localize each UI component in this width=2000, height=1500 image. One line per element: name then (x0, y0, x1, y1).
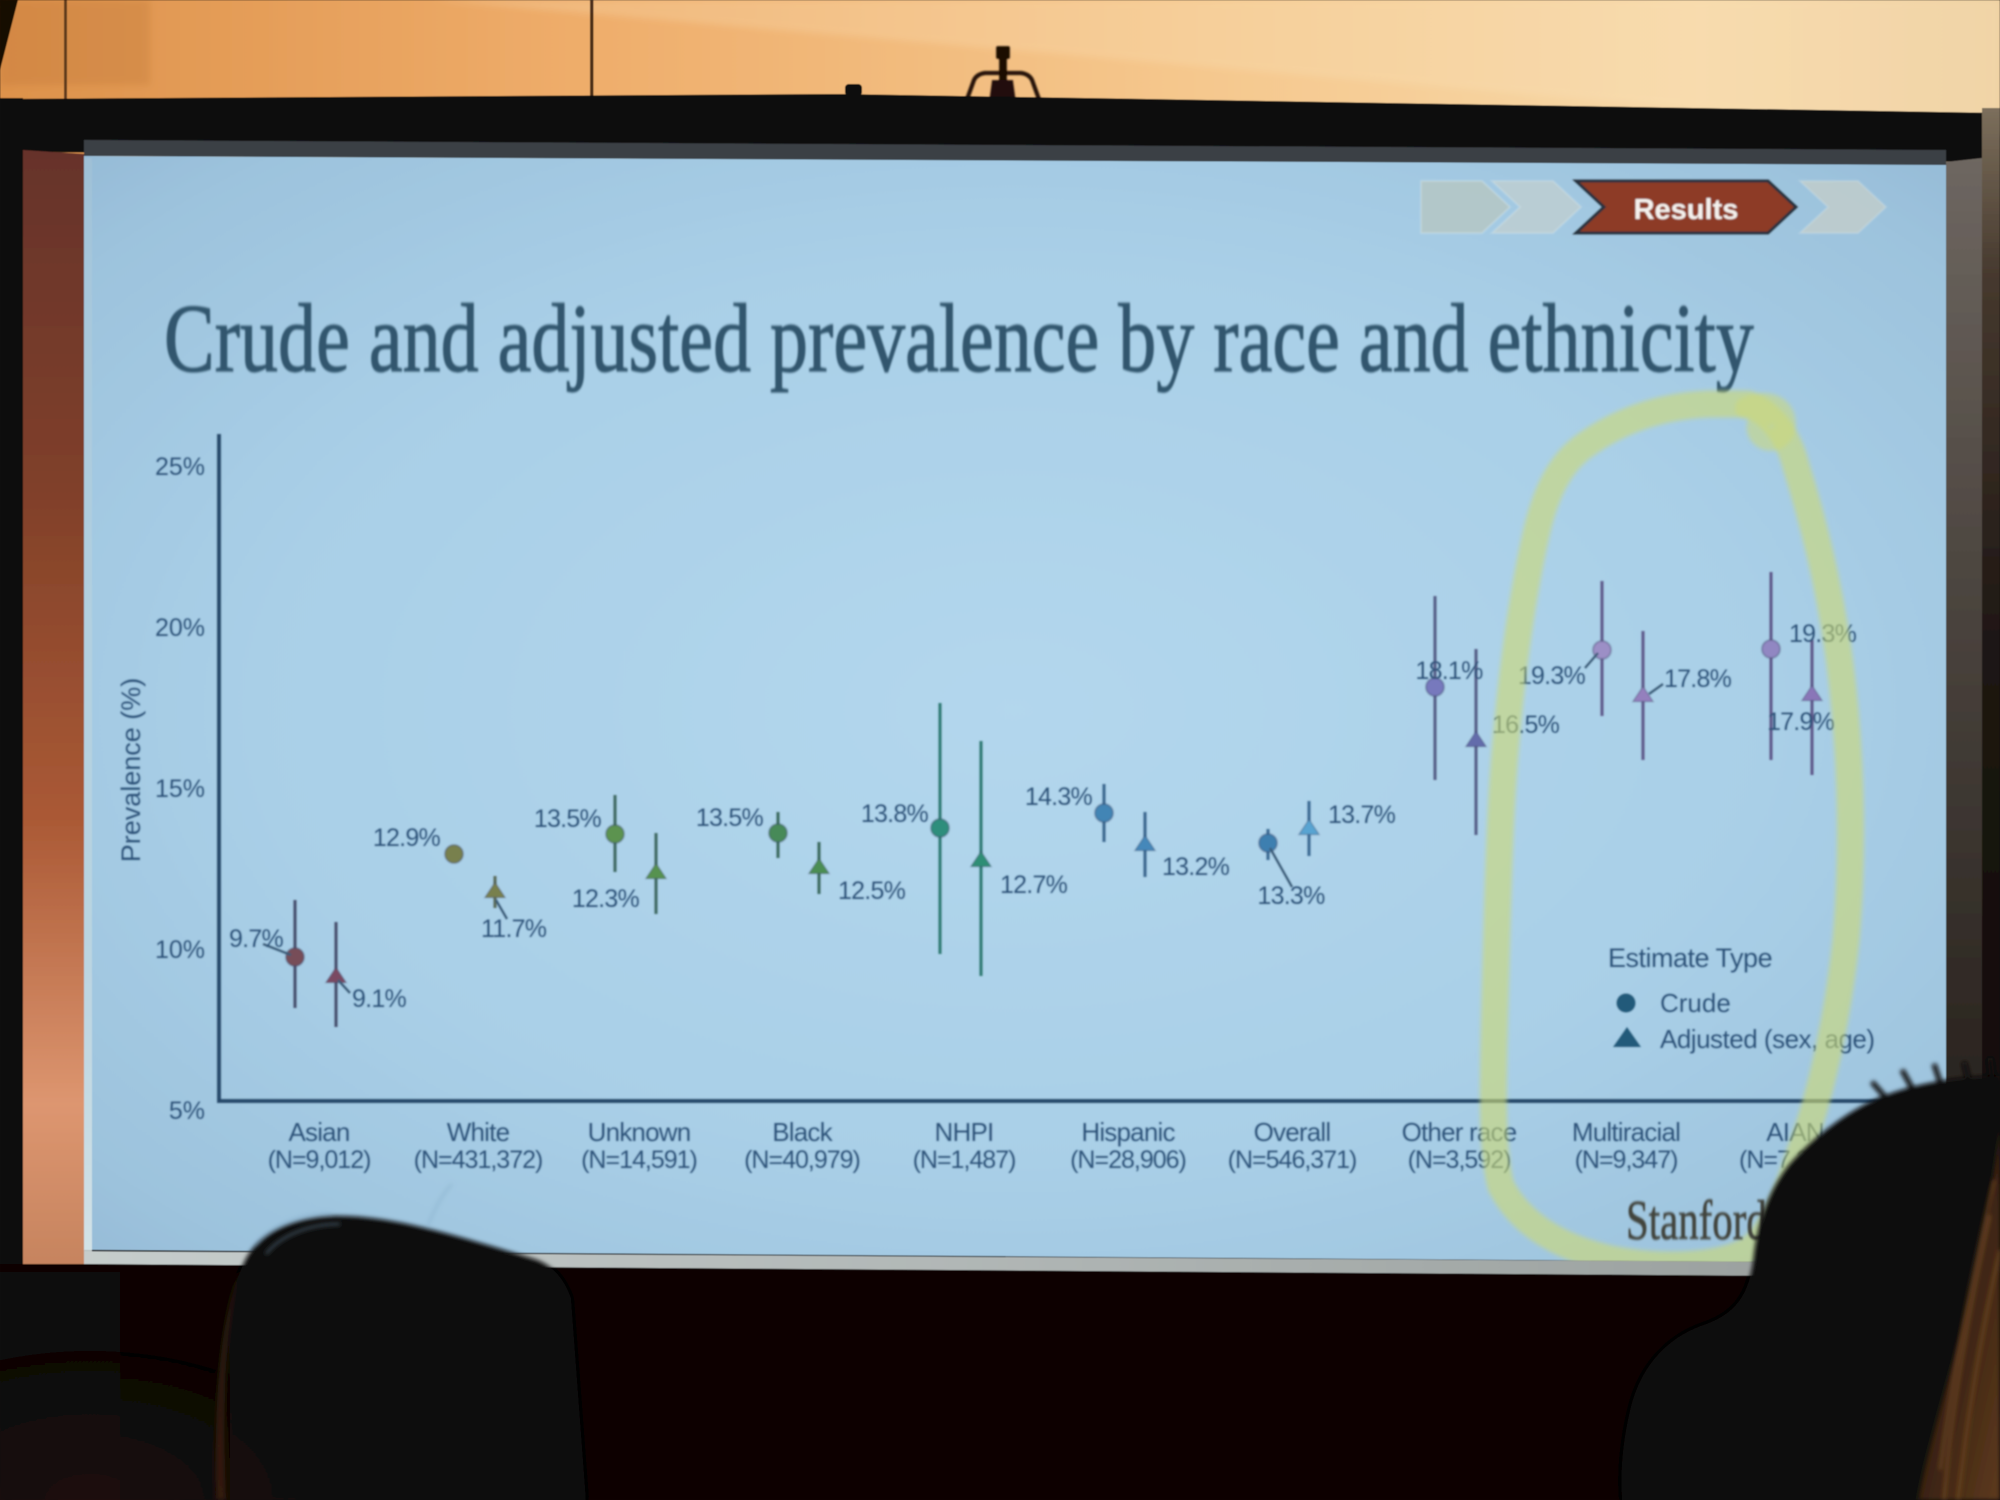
svg-text:Results: Results (1634, 194, 1739, 226)
svg-text:White: White (447, 1117, 510, 1147)
svg-text:13.3%: 13.3% (1257, 882, 1325, 910)
svg-text:Black: Black (772, 1117, 833, 1147)
svg-text:Crude and adjusted prevalence: Crude and adjusted prevalence by race an… (164, 284, 1754, 392)
svg-text:13.5%: 13.5% (534, 805, 602, 833)
svg-text:Estimate Type: Estimate Type (1608, 943, 1772, 973)
svg-text:(N=40,979): (N=40,979) (744, 1146, 860, 1174)
svg-text:18.1%: 18.1% (1415, 657, 1483, 685)
svg-text:9.7%: 9.7% (229, 925, 284, 953)
svg-text:10%: 10% (155, 936, 205, 964)
svg-text:(N=14,591): (N=14,591) (581, 1146, 697, 1174)
svg-text:Crude: Crude (1660, 988, 1731, 1018)
svg-text:(N=1,487): (N=1,487) (913, 1146, 1016, 1174)
svg-text:(N=28,906): (N=28,906) (1070, 1146, 1186, 1174)
svg-text:19.3%: 19.3% (1518, 662, 1586, 690)
svg-text:15%: 15% (155, 775, 205, 803)
svg-text:25%: 25% (155, 453, 205, 481)
svg-text:13.7%: 13.7% (1328, 801, 1396, 829)
svg-text:12.5%: 12.5% (838, 877, 906, 905)
svg-text:Hispanic: Hispanic (1081, 1117, 1175, 1147)
svg-text:Overall: Overall (1254, 1117, 1331, 1147)
svg-text:11.7%: 11.7% (481, 915, 547, 943)
svg-text:Multiracial: Multiracial (1572, 1117, 1680, 1147)
svg-text:13.8%: 13.8% (861, 800, 929, 828)
svg-text:Prevalence (%): Prevalence (%) (116, 678, 146, 863)
svg-text:20%: 20% (155, 614, 205, 642)
svg-text:12.9%: 12.9% (373, 824, 441, 852)
svg-text:17.8%: 17.8% (1664, 665, 1732, 693)
svg-text:17.9%: 17.9% (1767, 708, 1835, 736)
svg-text:(N=9,347): (N=9,347) (1575, 1146, 1678, 1174)
svg-text:14.3%: 14.3% (1025, 783, 1093, 811)
svg-text:13.5%: 13.5% (696, 804, 764, 832)
svg-text:5%: 5% (169, 1097, 205, 1125)
svg-text:(N=431,372): (N=431,372) (414, 1146, 543, 1174)
svg-text:9.1%: 9.1% (352, 985, 407, 1013)
svg-text:12.7%: 12.7% (1000, 871, 1068, 899)
svg-text:13.2%: 13.2% (1162, 853, 1230, 881)
svg-text:Unknown: Unknown (588, 1117, 691, 1147)
svg-text:12.3%: 12.3% (572, 885, 640, 913)
svg-text:NHPI: NHPI (935, 1117, 994, 1147)
svg-text:(N=546,371): (N=546,371) (1228, 1146, 1357, 1174)
svg-text:Asian: Asian (288, 1117, 349, 1147)
svg-text:Stanford: Stanford (1626, 1189, 1767, 1252)
svg-text:(N=9,012): (N=9,012) (268, 1146, 371, 1174)
